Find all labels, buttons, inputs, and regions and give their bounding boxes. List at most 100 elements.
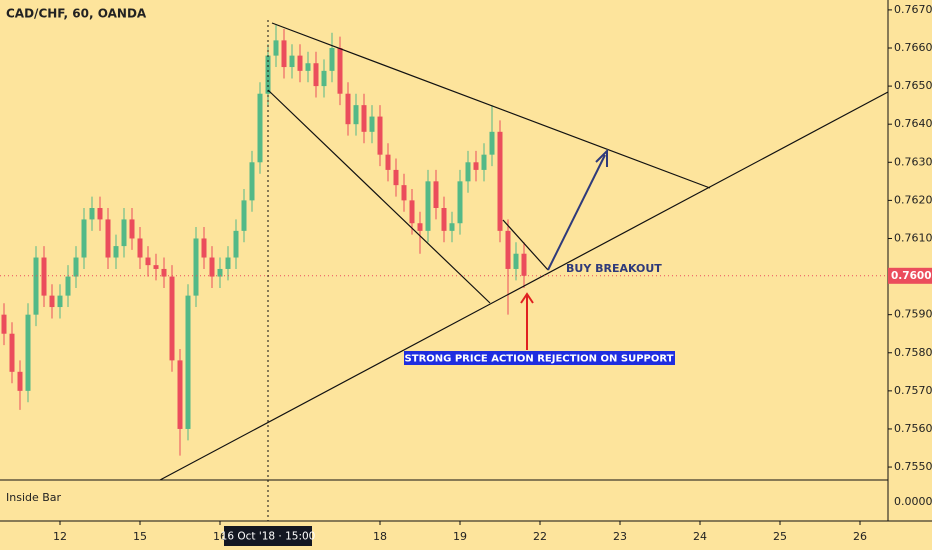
candle-body	[73, 257, 79, 277]
candle-body	[505, 230, 511, 269]
crosshair-label-box	[224, 526, 312, 546]
x-tick-label: 23	[613, 530, 627, 543]
candle-body	[481, 154, 487, 170]
candle-body	[25, 314, 31, 391]
price-label-box	[888, 267, 932, 284]
candle-body	[265, 55, 271, 94]
breakout-arrow	[547, 148, 608, 271]
candle-body	[161, 268, 167, 277]
candle-body	[49, 295, 55, 308]
candle-body	[393, 169, 399, 186]
candle-body	[249, 162, 255, 201]
candle-body	[113, 246, 119, 258]
crosshair-label: 16 Oct '18 · 15:00	[221, 531, 316, 543]
candle-body	[185, 295, 191, 429]
candle-body	[489, 131, 495, 155]
candle-body	[121, 219, 127, 247]
candle-body	[1, 314, 7, 334]
candle-body	[377, 116, 383, 155]
candle-body	[17, 371, 23, 391]
candle-body	[193, 238, 199, 296]
candle-body	[225, 257, 231, 269]
candle-body	[465, 162, 471, 182]
trendlines	[159, 22, 889, 481]
candle-body	[65, 276, 71, 296]
candle-body	[129, 219, 135, 239]
candle-body	[313, 63, 319, 87]
x-tick-label: 18	[373, 530, 387, 543]
x-tick-label: 22	[533, 530, 547, 543]
indicator-title: Inside Bar	[6, 491, 62, 504]
candle-body	[9, 333, 15, 372]
wedge-line	[267, 89, 491, 304]
candle-body	[385, 154, 391, 170]
candle-body	[169, 276, 175, 361]
candle-body	[473, 162, 479, 170]
candle-body	[457, 181, 463, 224]
plot	[1, 25, 527, 456]
candle-body	[153, 265, 159, 269]
chart-title: CAD/CHF, 60, OANDA	[6, 7, 147, 21]
breakout-label: BUY BREAKOUT	[566, 262, 662, 275]
candle-body	[297, 55, 303, 71]
flag-line	[502, 219, 549, 271]
price-label: 0.76002	[891, 270, 932, 282]
x-tick-label: 26	[853, 530, 867, 543]
candle-body	[41, 257, 47, 296]
candle-body	[345, 93, 351, 125]
x-tick-label: 25	[773, 530, 787, 543]
x-tick-label: 15	[133, 530, 147, 543]
candle-body	[337, 48, 343, 94]
candle-body	[33, 257, 39, 315]
candle-body	[513, 253, 519, 269]
candle-body	[273, 40, 279, 56]
resistance-line	[271, 22, 711, 189]
candle-body	[241, 200, 247, 231]
y-tick-label: 0.76700	[894, 3, 932, 16]
rejection-label: STRONG PRICE ACTION REJECTION ON SUPPORT	[405, 354, 674, 365]
x-tick-label: 16	[213, 530, 227, 543]
x-tick-label: 24	[693, 530, 707, 543]
candle-body	[281, 40, 287, 68]
candle-body	[105, 219, 111, 258]
candle-body	[441, 208, 447, 231]
candle-body	[353, 105, 359, 125]
candle-body	[497, 131, 503, 231]
candle-body	[361, 105, 367, 132]
candle-body	[89, 208, 95, 220]
candle-body	[369, 116, 375, 132]
candle-body	[305, 63, 311, 71]
indicator-tick-label: 0.0000	[894, 495, 932, 508]
support-line	[159, 91, 889, 481]
candle-body	[425, 181, 431, 231]
candle-body	[97, 208, 103, 220]
candle-body	[209, 257, 215, 277]
candle-body	[137, 238, 143, 258]
candle-body	[257, 93, 263, 163]
candle-body	[233, 230, 239, 258]
candle-body	[217, 268, 223, 277]
rejection-arrow	[520, 292, 534, 350]
candle-body	[289, 55, 295, 68]
candle-body	[201, 238, 207, 258]
candle-body	[329, 48, 335, 71]
candle-body	[57, 295, 63, 308]
candle-body	[81, 219, 87, 258]
rejection-box	[404, 351, 675, 365]
x-tick-label: 12	[53, 530, 67, 543]
